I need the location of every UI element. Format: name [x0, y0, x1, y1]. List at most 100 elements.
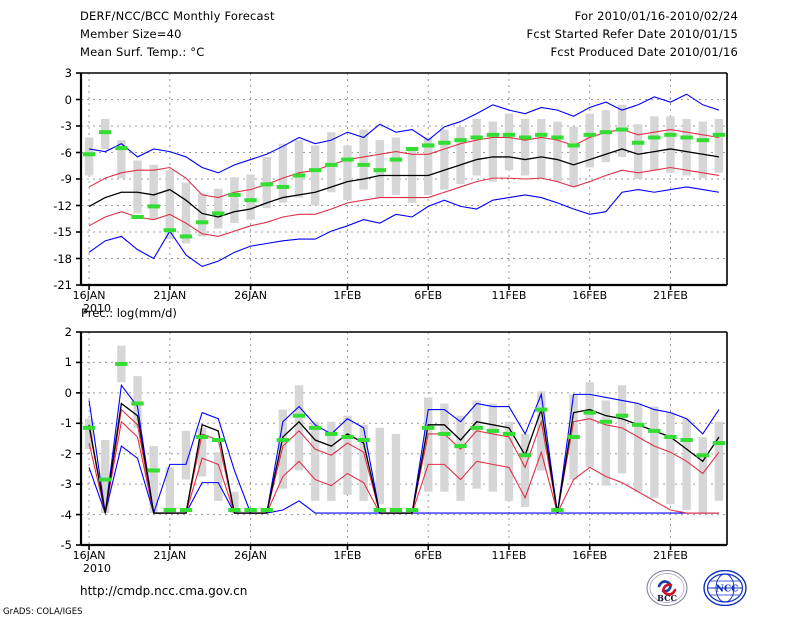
temperature-variable-label: Mean Surf. Temp.: °C: [80, 45, 205, 59]
range-bar: [101, 440, 110, 514]
observation-mark: [99, 477, 112, 482]
observation-mark: [82, 152, 96, 157]
observation-mark: [648, 135, 661, 140]
member-size-label: Member Size=40: [80, 27, 182, 41]
range-bar: [456, 415, 465, 501]
range-bar: [197, 427, 207, 477]
observation-marks: [82, 127, 726, 239]
observation-mark: [228, 508, 241, 513]
range-bar: [165, 467, 175, 514]
grads-credit-label: GrADS: COLA/IGES: [3, 607, 83, 617]
range-bar: [343, 415, 352, 495]
observation-mark: [599, 130, 613, 135]
range-bar: [440, 129, 449, 190]
range-bar: [569, 126, 578, 187]
observation-mark: [438, 431, 451, 436]
y-axis-tick-label: 1: [64, 355, 72, 370]
observation-mark: [438, 140, 451, 145]
observation-mark: [664, 132, 677, 137]
observation-mark: [147, 468, 160, 473]
range-bar: [246, 174, 255, 220]
range-bar: [553, 121, 562, 182]
observation-mark: [163, 228, 177, 233]
x-axis-year-label: 2010: [83, 562, 111, 575]
range-bar: [682, 118, 691, 176]
observation-mark: [212, 438, 225, 443]
observation-mark: [131, 401, 144, 406]
range-bar: [472, 400, 481, 489]
series-line: [88, 148, 720, 218]
series-line: [88, 93, 720, 174]
x-axis-tick-label: 6FEB: [414, 289, 443, 302]
observation-mark: [357, 162, 370, 167]
range-bar: [537, 391, 546, 471]
y-axis-tick-label: -5: [60, 538, 72, 552]
observation-mark: [502, 132, 516, 137]
range-bar: [327, 132, 336, 193]
forecast-period-label: For 2010/01/16-2010/02/24: [574, 9, 738, 23]
observation-mark: [82, 425, 96, 430]
observation-mark: [680, 135, 693, 140]
observation-mark: [292, 173, 306, 178]
range-bar: [666, 116, 675, 173]
observation-mark: [99, 130, 112, 135]
observation-mark: [260, 182, 273, 187]
observation-mark: [712, 441, 726, 446]
x-axis-tick-label: 1FEB: [333, 549, 362, 562]
range-bar: [310, 421, 320, 501]
observation-mark: [179, 234, 193, 239]
range-bar: [375, 427, 384, 504]
range-bar: [633, 124, 643, 179]
range-bar: [456, 126, 465, 185]
observation-mark: [486, 132, 500, 137]
y-axis-tick-label: -12: [53, 198, 72, 213]
y-axis-tick-label: -4: [60, 507, 72, 522]
observation-mark: [599, 419, 613, 424]
observation-mark: [567, 143, 580, 148]
y-axis-tick-label: -21: [53, 278, 72, 292]
range-bar: [601, 110, 611, 163]
observation-mark: [325, 162, 338, 167]
precipitation-variable-label: Prec.: log(mm/d): [81, 306, 177, 320]
observation-mark: [518, 453, 532, 458]
observation-mark: [422, 425, 435, 430]
cmdp-url-link[interactable]: http://cmdp.ncc.cma.gov.cn: [80, 584, 248, 598]
range-bar: [391, 433, 401, 511]
observation-mark: [454, 138, 467, 143]
observation-mark: [502, 431, 516, 436]
observation-mark: [276, 438, 290, 443]
observation-mark: [615, 127, 629, 132]
range-bar: [537, 118, 546, 179]
x-axis-year-label: 2010: [83, 302, 111, 315]
x-axis-tick-label: 1FEB: [333, 289, 362, 302]
observation-mark: [308, 168, 322, 173]
observation-mark: [244, 198, 257, 203]
bcc-logo-icon: BCC: [646, 570, 688, 606]
observation-mark: [535, 132, 548, 137]
x-axis-tick-label: 6FEB: [414, 549, 443, 562]
observation-mark: [212, 211, 225, 216]
range-bar: [488, 403, 498, 492]
series-line: [88, 128, 720, 199]
range-bar: [488, 121, 498, 182]
range-bar: [343, 145, 352, 201]
observation-marks: [82, 361, 726, 513]
range-bar: [294, 140, 304, 198]
observation-mark: [357, 438, 370, 443]
x-axis-tick-label: 11FEB: [491, 549, 527, 562]
x-axis-tick-label: 16FEB: [572, 549, 608, 562]
range-bar: [214, 452, 223, 501]
observation-mark: [422, 143, 435, 148]
range-bar: [230, 177, 239, 224]
observation-mark: [535, 407, 548, 412]
forecast-start-date-label: Fcst Started Refer Date 2010/01/15: [526, 27, 738, 41]
x-axis-tick-label: 11FEB: [491, 289, 527, 302]
y-axis-tick-label: 2: [64, 325, 72, 339]
range-bar: [714, 118, 724, 173]
x-axis-tick-label: 16FEB: [572, 289, 608, 302]
range-bar: [149, 446, 158, 514]
y-axis-tick-label: 3: [64, 66, 72, 80]
y-axis-tick-label: 0: [64, 92, 72, 107]
observation-mark: [583, 410, 596, 415]
